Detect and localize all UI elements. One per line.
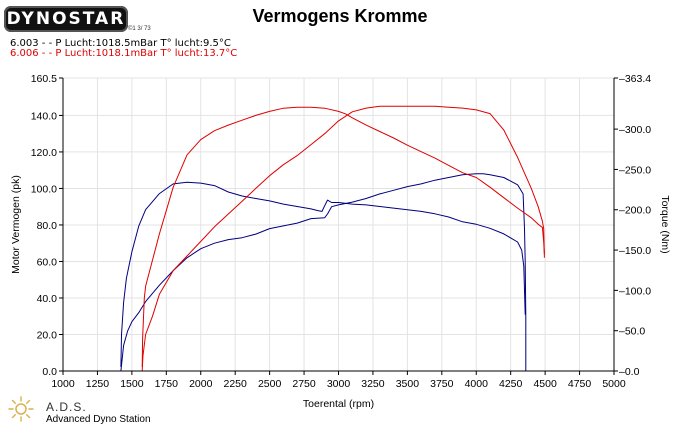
y2-tick-label: –300.0 [619,124,651,136]
x-axis-label: Toerental (rpm) [303,398,374,410]
y2-axis-label: Torque (Nm) [659,195,671,253]
x-tick-label: 4000 [465,378,489,390]
x-tick-label: 2250 [224,378,248,390]
x-tick-label: 1250 [86,378,110,390]
series-line-4 [141,106,545,368]
x-tick-label: 1500 [120,378,144,390]
x-tick-label: 5000 [602,378,626,390]
x-tick-label: 2000 [189,378,213,390]
series-line-2 [120,181,526,368]
y-tick-label: 60.0 [37,256,58,268]
logo-text: DYNOSTAR [6,9,126,29]
x-tick-label: 4750 [568,378,592,390]
y-tick-label: 0.0 [42,366,57,378]
x-tick-label: 3250 [361,378,385,390]
y-tick-label: 40.0 [37,293,58,305]
y-tick-label: 100.0 [31,183,57,195]
logo-registered-mark: ©1 3/ 73 [128,26,151,32]
y2-tick-label: –50.0 [619,326,645,338]
x-tick-label: 1000 [51,378,75,390]
y-tick-label: 80.0 [37,220,58,232]
run-legend-1: 6.003 - - P Lucht:1018.5mBar T° lucht:9.… [10,38,231,49]
ads-sun-icon [8,396,34,422]
x-tick-label: 1750 [155,378,179,390]
series-line-1 [120,173,527,372]
y2-tick-label: –0.0 [619,366,640,378]
y-axis-label: Motor Vermogen (pk) [10,175,22,274]
footer-abbr: A.D.S. [46,400,87,414]
series-layer [120,105,545,372]
x-tick-label: 2500 [258,378,282,390]
x-tick-label: 4500 [533,378,557,390]
y-tick-label: 20.0 [37,329,58,341]
y-tick-label: 140.0 [31,110,57,122]
chart-title: Vermogens Kromme [252,6,428,26]
dynostar-logo: DYNOSTAR [4,6,128,32]
x-tick-label: 3500 [396,378,420,390]
y-tick-label: 160.5 [31,73,57,85]
x-tick-label: 4250 [499,378,523,390]
x-tick-label: 3000 [327,378,351,390]
series-line-3 [141,105,545,372]
grid-layer [62,77,615,372]
y2-tick-label: –100.0 [619,285,651,297]
y2-tick-label: –150.0 [619,245,651,257]
footer-name: Advanced Dyno Station [46,414,151,425]
axis-layer: 1000 1250 1500 1750 2000 2250 2500 2750 3000 3250… [10,73,671,410]
y-tick-label: 120.0 [31,147,57,159]
y2-tick-label: –250.0 [619,164,651,176]
y2-tick-label: –200.0 [619,205,651,217]
run-legend-2: 6.006 - - P Lucht:1018.1mBar T° lucht:13… [10,48,238,59]
x-tick-label: 3750 [430,378,454,390]
y2-tick-label: –363.4 [619,73,651,85]
x-tick-label: 2750 [292,378,316,390]
